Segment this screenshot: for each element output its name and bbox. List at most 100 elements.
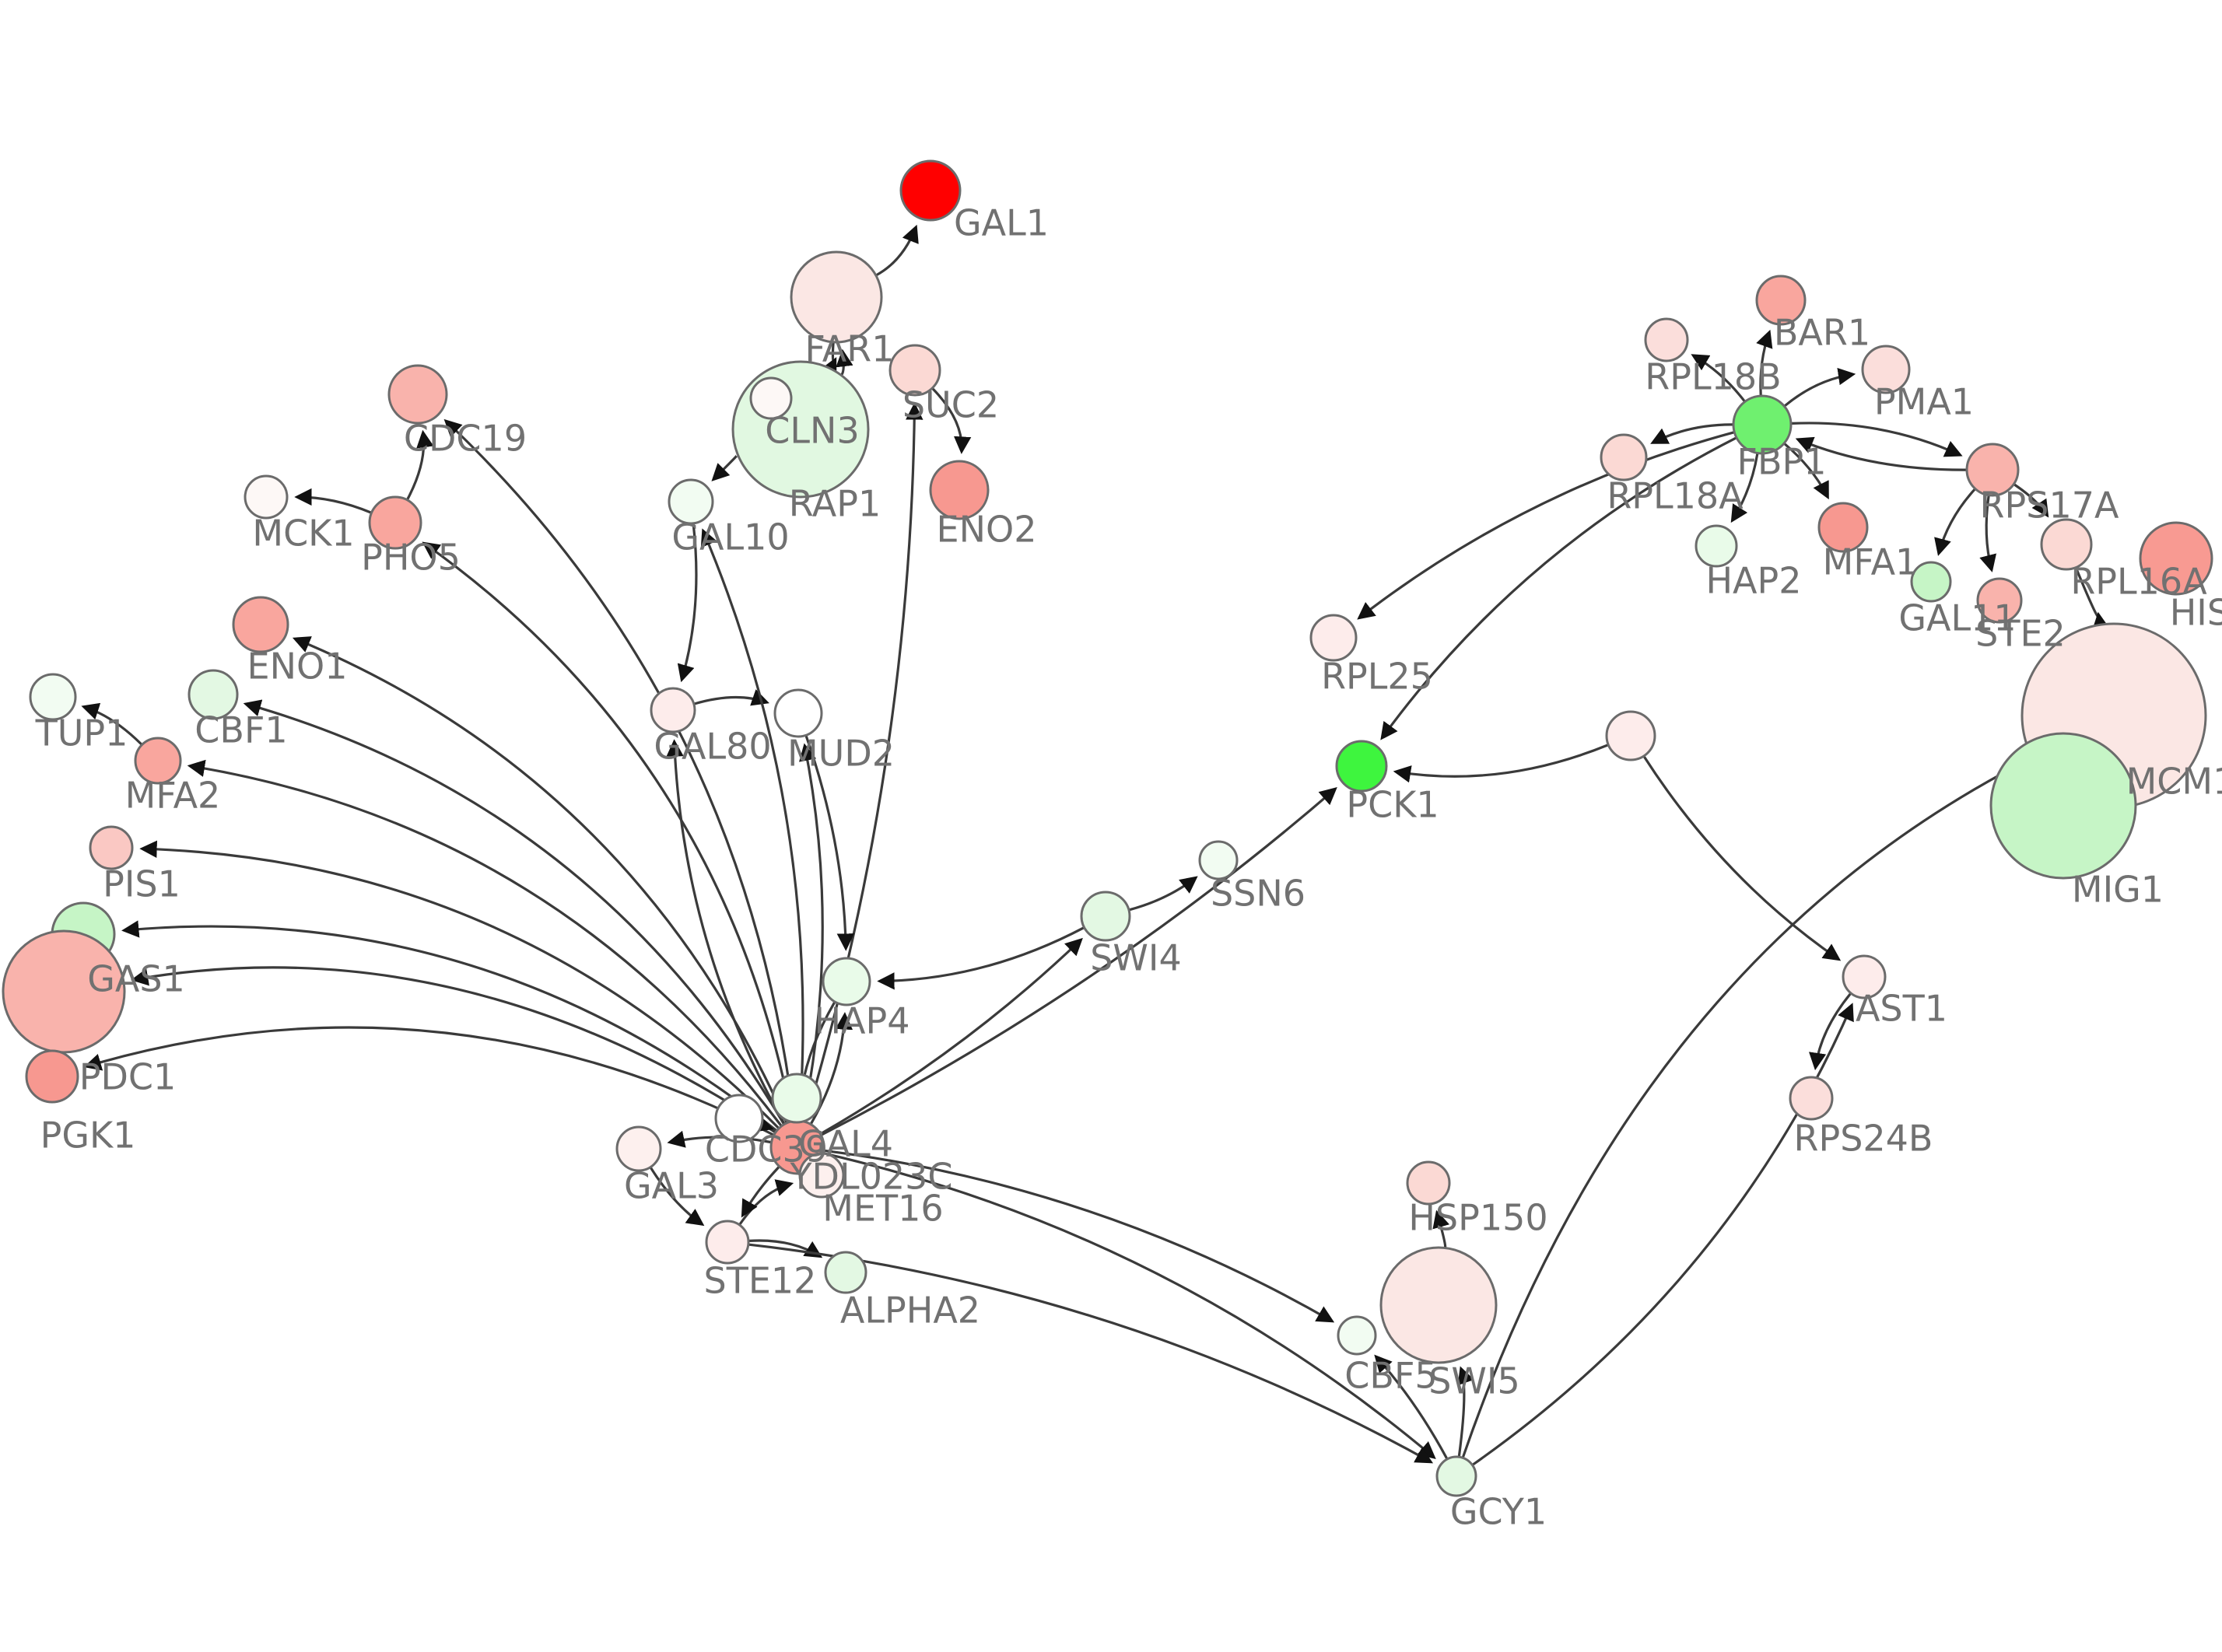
gene-node[interactable]	[1080, 891, 1131, 942]
gene-node-label: RPL18A	[1607, 475, 1744, 517]
graph-edge	[877, 926, 1085, 990]
gene-node-label: CBF5	[1344, 1355, 1437, 1397]
gene-node[interactable]	[1644, 317, 1689, 362]
gene-node-label: HAP4	[814, 1000, 909, 1042]
gene-node-label: GCY1	[1450, 1491, 1547, 1533]
gene-node[interactable]	[615, 1125, 662, 1172]
gene-node[interactable]	[1842, 954, 1887, 999]
gene-node-label: PIS1	[103, 863, 180, 905]
gene-node[interactable]	[888, 344, 941, 397]
graph-edge	[1457, 1366, 1474, 1457]
gene-node-label: CDC19	[404, 418, 527, 460]
graph-edge	[131, 966, 776, 1133]
gene-node[interactable]	[387, 364, 448, 425]
gene-node[interactable]	[1605, 710, 1656, 761]
gene-node[interactable]	[29, 673, 77, 721]
graph-edge	[700, 528, 804, 1121]
gene-node[interactable]	[232, 596, 289, 653]
gene-node[interactable]	[1600, 433, 1648, 481]
gene-node[interactable]	[1435, 1455, 1477, 1497]
gene-node-label: SWI4	[1090, 937, 1182, 979]
gene-node[interactable]	[1817, 502, 1869, 553]
gene-node[interactable]	[668, 478, 714, 525]
gene-node-label: RPL18B	[1645, 356, 1781, 398]
gene-node-label: CLN3	[765, 410, 859, 452]
graph-edge	[1650, 423, 1733, 444]
gene-node-label: GAL11	[1898, 597, 2016, 639]
gene-node[interactable]	[824, 1251, 867, 1294]
graph-edge	[1809, 992, 1852, 1071]
graph-edge	[2075, 567, 2110, 631]
graph-edge	[821, 342, 837, 377]
gene-node[interactable]	[89, 825, 134, 870]
graph-edge	[1795, 436, 1967, 471]
gene-node[interactable]	[1732, 394, 1793, 455]
gene-node[interactable]	[1965, 443, 2020, 497]
gene-node[interactable]	[1198, 840, 1239, 880]
gene-node-label: PGK1	[40, 1115, 136, 1157]
gene-node[interactable]	[134, 737, 182, 785]
gene-node[interactable]	[705, 1220, 750, 1265]
gene-node[interactable]	[1695, 524, 1738, 568]
gene-node-label: HAP2	[1705, 560, 1801, 602]
gene-node-label: PCK1	[1346, 784, 1439, 826]
gene-node[interactable]	[773, 688, 823, 738]
gene-node[interactable]	[188, 669, 239, 720]
graph-edge	[824, 1149, 1335, 1323]
graph-edge	[294, 488, 372, 514]
gene-node-label: MET16	[822, 1188, 943, 1230]
graph-edge	[292, 636, 788, 1123]
gene-node[interactable]	[1910, 561, 1952, 603]
graph-edge	[804, 402, 923, 1122]
gene-node-label: FAR1	[805, 328, 895, 370]
gene-node[interactable]	[2139, 521, 2213, 596]
gene-node-label: PMA1	[1874, 381, 1974, 423]
graph-edge	[650, 1167, 705, 1227]
graph-edge	[139, 840, 780, 1129]
gene-node-label: MFA2	[125, 775, 221, 817]
gene-node[interactable]	[1989, 732, 2137, 880]
gene-node[interactable]	[899, 159, 962, 222]
gene-node[interactable]	[1406, 1160, 1451, 1206]
graph-edge	[741, 1166, 780, 1218]
gene-node[interactable]	[714, 1094, 764, 1143]
gene-node[interactable]	[1335, 740, 1388, 793]
gene-node-label: GAS1	[87, 958, 185, 1000]
gene-node[interactable]	[929, 460, 990, 520]
graph-edge	[443, 418, 796, 1121]
gene-node[interactable]	[771, 1073, 822, 1124]
gene-node-label: RPS17A	[1980, 485, 2119, 527]
gene-node-label: RAP1	[789, 483, 881, 525]
graph-edge	[875, 224, 919, 277]
gene-node[interactable]	[1976, 577, 2023, 624]
gene-node-label: SSN6	[1211, 873, 1306, 915]
gene-node[interactable]	[798, 1152, 845, 1199]
gene-node[interactable]	[25, 1049, 79, 1104]
gene-node[interactable]	[1789, 1076, 1834, 1121]
graph-edge	[820, 937, 1083, 1135]
gene-node[interactable]	[1861, 345, 1911, 394]
edge-layer	[81, 224, 2110, 1466]
gene-node[interactable]	[1755, 275, 1807, 326]
gene-node[interactable]	[1379, 1246, 1498, 1364]
gene-node[interactable]	[822, 957, 871, 1006]
gene-node[interactable]	[749, 376, 793, 420]
gene-node-label: STE12	[704, 1260, 817, 1302]
gene-node-label: PDC1	[79, 1056, 177, 1098]
gene-node-label: CBF1	[195, 709, 287, 751]
gene-node-label: SUC2	[902, 384, 999, 426]
graph-edge	[1784, 367, 1856, 407]
gene-node[interactable]	[368, 495, 422, 550]
graph-edge	[1374, 1354, 1449, 1459]
node-layer	[2, 159, 2213, 1497]
gene-node[interactable]	[2040, 518, 2093, 571]
gene-node[interactable]	[244, 474, 289, 520]
gene-node[interactable]	[650, 687, 696, 733]
gene-node[interactable]	[790, 250, 883, 344]
gene-node[interactable]	[1337, 1315, 1377, 1356]
gene-node-label: MFA1	[1823, 541, 1919, 583]
graph-edge	[1432, 1209, 1450, 1248]
gene-node-label: RPL25	[1321, 656, 1433, 698]
gene-node[interactable]	[1309, 614, 1358, 662]
